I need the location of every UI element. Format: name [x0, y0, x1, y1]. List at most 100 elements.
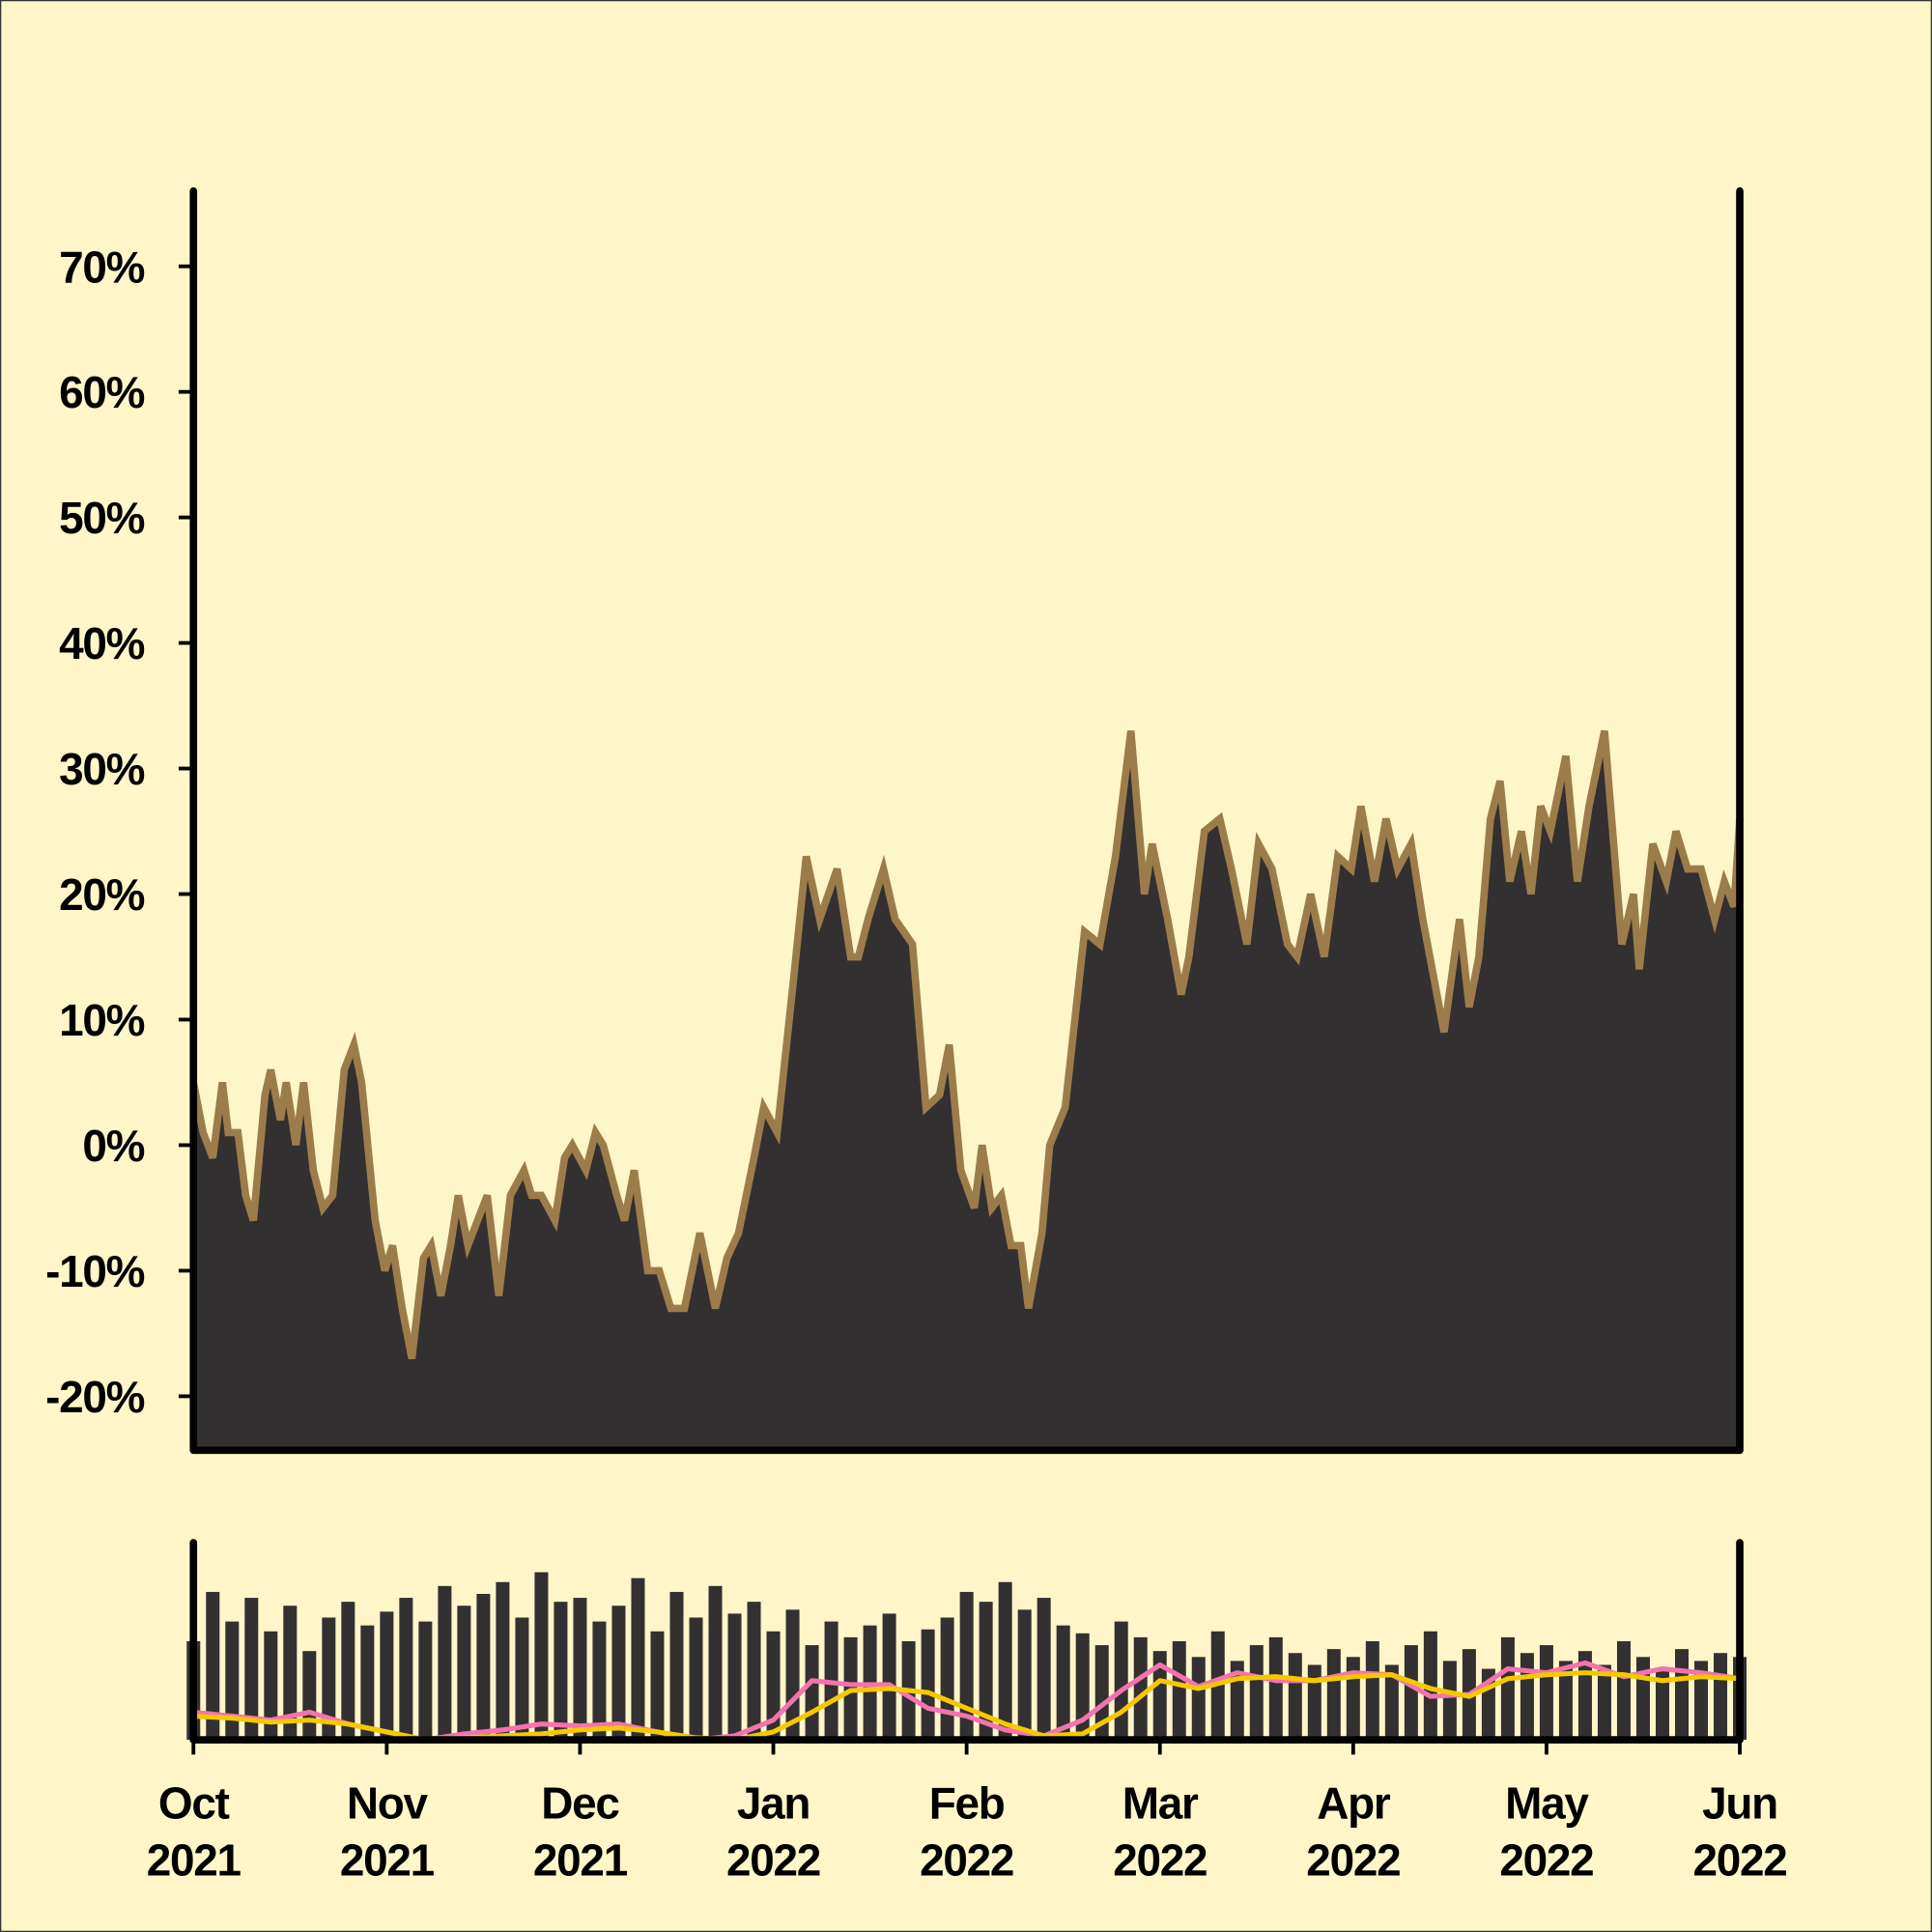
bar — [1114, 1621, 1128, 1741]
bar — [882, 1613, 896, 1741]
x-tick-label-line: Dec — [541, 1778, 619, 1829]
bar — [592, 1621, 607, 1741]
x-tick-label-line: 2022 — [1306, 1834, 1400, 1885]
y-tick-label: 0% — [82, 1121, 144, 1171]
x-tick-label-line: Mar — [1122, 1778, 1199, 1829]
y-tick-label: 30% — [59, 744, 145, 794]
bar — [940, 1617, 954, 1741]
bar — [1288, 1653, 1302, 1741]
bar — [708, 1585, 723, 1741]
bar — [979, 1602, 993, 1741]
bar — [476, 1594, 491, 1741]
bar — [959, 1591, 974, 1741]
bar — [1249, 1645, 1264, 1741]
area-line — [189, 729, 1744, 1360]
bar — [1346, 1657, 1360, 1741]
bar — [399, 1598, 413, 1741]
x-tick-label-line: 2021 — [340, 1834, 435, 1885]
bar — [921, 1629, 935, 1741]
bar — [360, 1625, 375, 1741]
x-tick-label: Feb 2022 — [920, 1778, 1013, 1886]
bar — [341, 1602, 355, 1741]
area — [193, 730, 1741, 1451]
bar — [380, 1611, 394, 1741]
y-tick-label: 10% — [59, 995, 145, 1045]
bar — [283, 1605, 298, 1741]
bar — [1152, 1651, 1167, 1741]
x-tick-label-line: Jun — [1702, 1778, 1777, 1829]
bar — [1539, 1645, 1553, 1741]
bar — [515, 1617, 529, 1741]
x-tick-label: Apr 2022 — [1306, 1778, 1400, 1886]
bar — [1307, 1664, 1321, 1741]
bar — [669, 1591, 684, 1741]
bar — [418, 1621, 433, 1741]
bar — [1597, 1664, 1611, 1741]
line — [192, 1660, 1741, 1743]
x-tick-label: Mar 2022 — [1113, 1778, 1207, 1886]
x-tick-label-line: 2022 — [726, 1834, 820, 1885]
bar — [611, 1605, 626, 1741]
bar — [1056, 1625, 1070, 1741]
x-tick-label-line: Nov — [347, 1778, 429, 1829]
bar — [534, 1572, 549, 1741]
axis-frame — [189, 186, 1744, 1455]
bar — [573, 1598, 587, 1741]
y-tick-label: 60% — [59, 367, 145, 417]
bar — [1442, 1661, 1457, 1741]
y-tick-label: 70% — [59, 242, 145, 292]
x-tick-label-line: 2021 — [533, 1834, 628, 1885]
bar — [1693, 1661, 1709, 1741]
bar — [206, 1591, 220, 1741]
x-tick-label: Dec 2021 — [533, 1778, 628, 1886]
bar — [1268, 1636, 1283, 1741]
x-tick-label-line: Apr — [1317, 1778, 1391, 1829]
y-tick-label: 40% — [59, 618, 145, 668]
bar — [766, 1631, 781, 1741]
axis-frame — [189, 1539, 1744, 1744]
bar — [438, 1585, 452, 1741]
x-tick-label-line: 2021 — [147, 1834, 242, 1885]
x-tick-label: Oct 2021 — [147, 1778, 242, 1886]
bar — [1094, 1645, 1109, 1741]
y-tick-label: -10% — [45, 1246, 145, 1296]
bar — [1384, 1664, 1399, 1741]
bar — [1616, 1640, 1631, 1741]
bar — [302, 1651, 317, 1741]
bar — [457, 1605, 471, 1741]
bar — [1037, 1598, 1051, 1741]
bar — [1326, 1649, 1341, 1741]
x-tick-label: Nov 2021 — [340, 1778, 435, 1886]
x-tick-label-line: May — [1505, 1778, 1589, 1829]
x-tick-label-line: Oct — [158, 1778, 230, 1829]
bar — [554, 1602, 568, 1741]
bar — [650, 1631, 665, 1741]
x-tick-label-line: 2022 — [1113, 1834, 1207, 1885]
y-tick-label: 50% — [59, 493, 145, 543]
bar — [1017, 1609, 1032, 1741]
bar — [225, 1621, 240, 1741]
bar — [1674, 1649, 1689, 1741]
x-tick-label-line: 2022 — [920, 1834, 1013, 1885]
bar — [1423, 1631, 1437, 1741]
bar — [1404, 1645, 1418, 1741]
bar — [1075, 1633, 1090, 1741]
x-tick-label: Jun 2022 — [1693, 1778, 1787, 1886]
bar — [1172, 1640, 1186, 1741]
bar — [631, 1577, 645, 1741]
x-tick-label-line: Jan — [737, 1778, 810, 1829]
bar — [264, 1631, 278, 1741]
bar — [747, 1602, 761, 1741]
bar — [1365, 1640, 1379, 1741]
y-tick-label: -20% — [45, 1372, 145, 1422]
x-tick-label: Jan 2022 — [726, 1778, 820, 1886]
x-tick-label-line: 2022 — [1693, 1834, 1787, 1885]
bar — [1520, 1653, 1534, 1741]
bar — [322, 1617, 336, 1741]
bar — [496, 1581, 510, 1741]
bar — [1655, 1668, 1669, 1741]
bar — [727, 1613, 742, 1741]
bar — [1191, 1657, 1206, 1741]
